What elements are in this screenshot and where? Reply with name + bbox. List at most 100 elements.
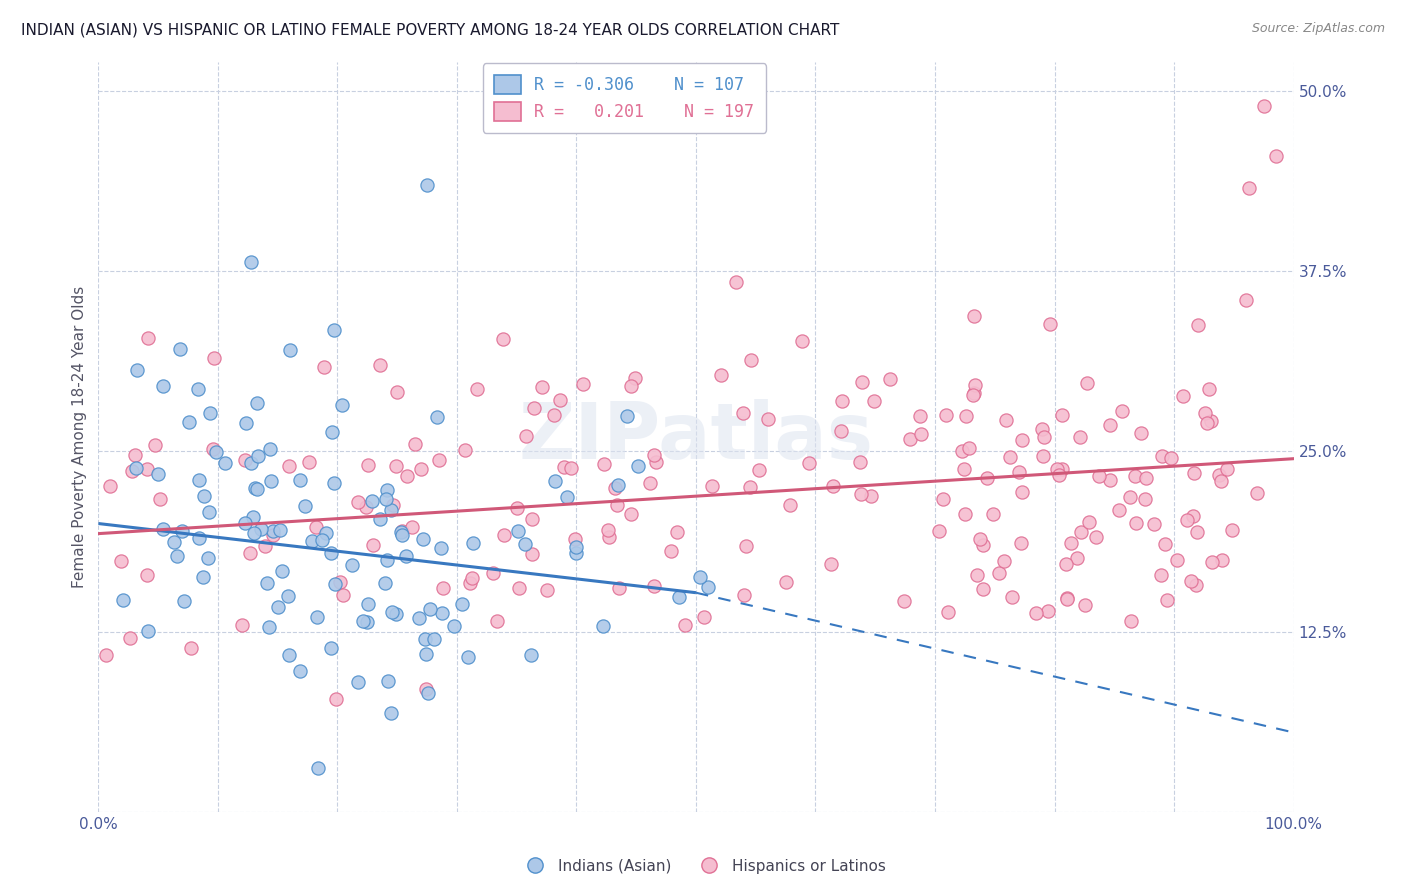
Point	[201, 442, 224, 457]
Point	[377, 673, 399, 688]
Point	[443, 619, 465, 633]
Point	[962, 388, 984, 402]
Point	[461, 536, 484, 550]
Point	[323, 576, 346, 591]
Point	[314, 359, 336, 374]
Point	[1085, 530, 1108, 544]
Point	[1056, 591, 1078, 605]
Point	[1025, 606, 1047, 620]
Point	[1118, 490, 1140, 504]
Point	[606, 478, 628, 492]
Point	[416, 178, 439, 192]
Point	[1111, 404, 1133, 418]
Point	[797, 456, 820, 470]
Point	[450, 597, 472, 611]
Point	[955, 507, 977, 521]
Point	[697, 580, 720, 594]
Point	[319, 641, 342, 656]
Point	[879, 372, 901, 386]
Point	[278, 343, 301, 357]
Point	[413, 632, 436, 646]
Point	[239, 255, 262, 269]
Point	[1166, 552, 1188, 566]
Point	[395, 549, 418, 563]
Point	[1036, 604, 1059, 618]
Point	[356, 615, 378, 629]
Point	[486, 614, 509, 628]
Point	[1050, 409, 1073, 423]
Point	[301, 534, 323, 549]
Point	[163, 535, 186, 549]
Point	[454, 443, 477, 458]
Point	[693, 609, 716, 624]
Point	[384, 607, 406, 622]
Point	[325, 692, 347, 706]
Point	[298, 455, 321, 469]
Point	[233, 516, 256, 531]
Point	[564, 533, 586, 547]
Point	[315, 526, 337, 541]
Point	[423, 632, 446, 646]
Point	[530, 380, 553, 394]
Point	[429, 453, 451, 467]
Point	[1175, 513, 1198, 527]
Point	[508, 581, 530, 595]
Point	[1150, 568, 1173, 582]
Point	[596, 523, 619, 537]
Point	[1001, 591, 1024, 605]
Point	[1253, 98, 1275, 112]
Point	[1000, 450, 1022, 465]
Point	[321, 425, 343, 439]
Point	[935, 408, 957, 422]
Point	[416, 686, 439, 700]
Point	[214, 456, 236, 470]
Point	[1039, 317, 1062, 331]
Point	[347, 495, 370, 509]
Point	[374, 492, 396, 507]
Point	[187, 474, 209, 488]
Point	[494, 528, 516, 542]
Point	[180, 640, 202, 655]
Point	[988, 566, 1011, 580]
Point	[859, 489, 882, 503]
Point	[830, 424, 852, 438]
Point	[492, 332, 515, 346]
Point	[166, 549, 188, 564]
Point	[1198, 382, 1220, 396]
Point	[544, 474, 567, 488]
Point	[1173, 388, 1195, 402]
Point	[98, 479, 121, 493]
Point	[731, 406, 754, 420]
Point	[246, 396, 269, 410]
Point	[898, 432, 921, 446]
Point	[375, 483, 398, 497]
Point	[118, 631, 141, 645]
Point	[401, 520, 423, 534]
Point	[267, 599, 290, 614]
Point	[893, 593, 915, 607]
Point	[357, 597, 380, 611]
Point	[323, 323, 346, 337]
Point	[288, 473, 311, 487]
Point	[247, 449, 270, 463]
Point	[288, 664, 311, 678]
Point	[136, 331, 159, 345]
Point	[994, 413, 1017, 427]
Point	[969, 532, 991, 546]
Point	[1209, 474, 1232, 488]
Point	[125, 460, 148, 475]
Point	[966, 568, 988, 582]
Point	[1180, 574, 1202, 589]
Point	[380, 706, 402, 720]
Point	[242, 526, 264, 541]
Point	[136, 461, 159, 475]
Point	[250, 522, 273, 536]
Point	[124, 449, 146, 463]
Point	[1074, 598, 1097, 612]
Point	[149, 491, 172, 506]
Point	[354, 500, 377, 514]
Point	[932, 491, 955, 506]
Point	[380, 503, 402, 517]
Point	[1098, 473, 1121, 487]
Point	[269, 524, 291, 538]
